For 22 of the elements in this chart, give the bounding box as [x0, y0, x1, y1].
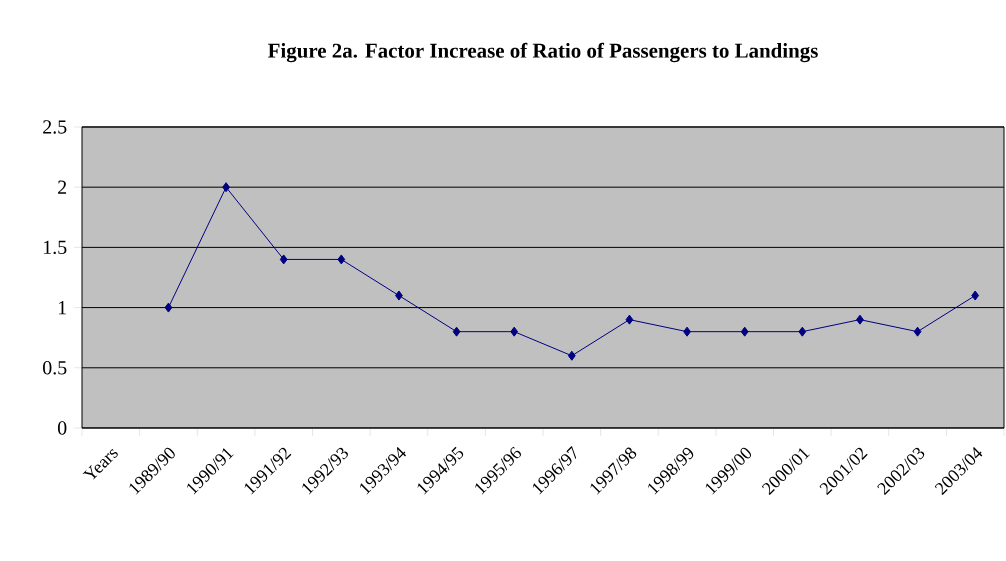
- point: [913, 326, 922, 337]
- point: [971, 290, 980, 301]
- point: [164, 302, 173, 313]
- point: [337, 254, 346, 265]
- y-tick-label: 0: [57, 421, 67, 435]
- y-tick-label: 1.5: [44, 240, 67, 255]
- y-tick-label: 2: [58, 180, 67, 194]
- point: [856, 314, 864, 325]
- point: [395, 290, 403, 301]
- point: [567, 350, 576, 361]
- point: [798, 326, 807, 337]
- point: [510, 326, 519, 337]
- y-tick-label: 2.5: [43, 120, 67, 134]
- point: [452, 326, 461, 337]
- chart-title: Figure 2a. Factor Increase of Ratio of Passengers to Landings: [268, 42, 818, 63]
- point: [625, 314, 634, 325]
- y-tick-label: 1: [58, 301, 66, 315]
- point: [683, 326, 691, 337]
- point: [740, 326, 749, 337]
- point: [222, 182, 230, 193]
- y-tick-label: 0.5: [43, 361, 67, 375]
- point: [279, 254, 288, 265]
